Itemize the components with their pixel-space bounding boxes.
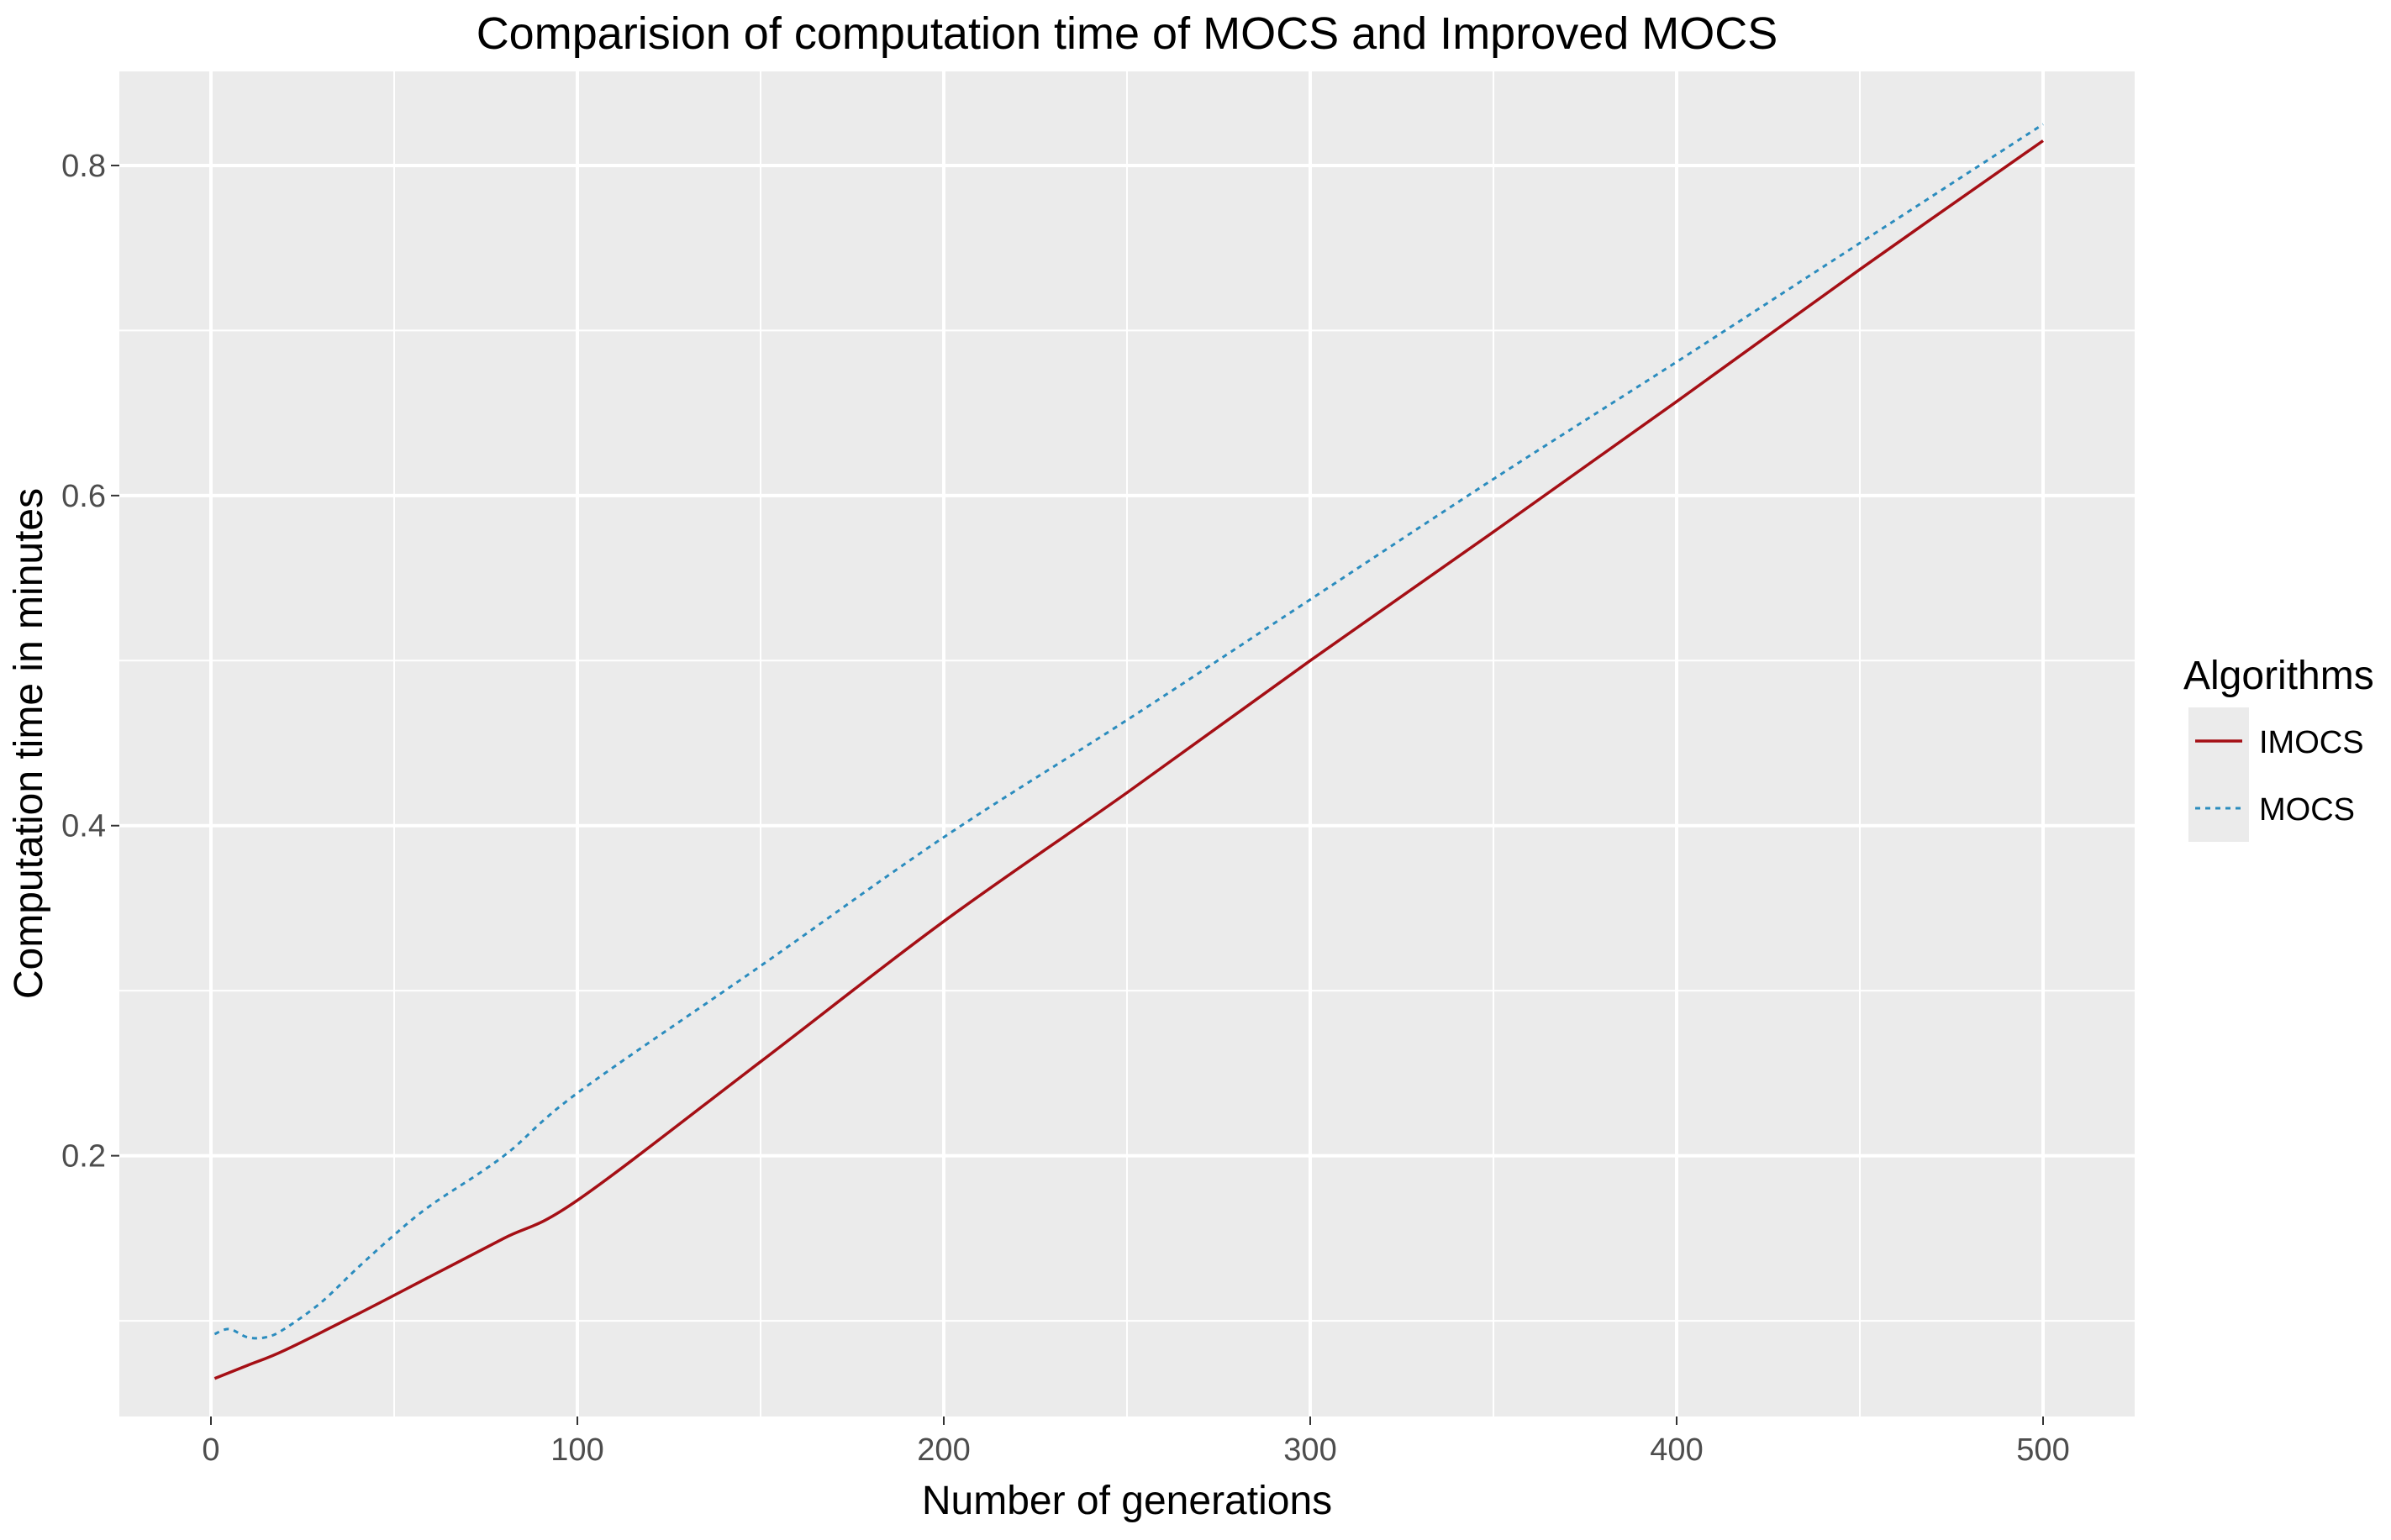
axis-ticks: 0 100 200 300 400 500 0.2 0.4 0.6 0.8 <box>61 149 2070 1468</box>
series-line-imocs <box>213 139 2045 1380</box>
minor-gridlines <box>119 71 2135 1416</box>
series-line-mocs <box>213 123 2044 1340</box>
x-tick-label: 300 <box>1283 1432 1336 1468</box>
x-tick-label: 400 <box>1650 1432 1703 1468</box>
legend-label-mocs: MOCS <box>2259 792 2355 828</box>
legend: Algorithms IMOCS MOCS <box>2183 654 2374 842</box>
legend-label-imocs: IMOCS <box>2259 725 2364 760</box>
y-tick-label: 0.2 <box>61 1139 106 1175</box>
legend-items: IMOCS MOCS <box>2188 707 2364 842</box>
x-tick-label: 500 <box>2016 1432 2069 1468</box>
x-tick-label: 100 <box>550 1432 603 1468</box>
chart-title: Comparision of computation time of MOCS … <box>477 8 1778 59</box>
y-tick-label: 0.6 <box>61 479 106 514</box>
y-tick-label: 0.8 <box>61 149 106 184</box>
x-tick-label: 0 <box>202 1432 219 1468</box>
legend-title: Algorithms <box>2183 654 2374 698</box>
x-axis-label: Number of generations <box>922 1479 1332 1523</box>
y-axis-label: Computation time in minutes <box>7 488 51 999</box>
major-gridlines <box>119 71 2135 1416</box>
x-tick-label: 200 <box>917 1432 970 1468</box>
series-lines <box>213 123 2045 1380</box>
y-tick-label: 0.4 <box>61 809 106 844</box>
